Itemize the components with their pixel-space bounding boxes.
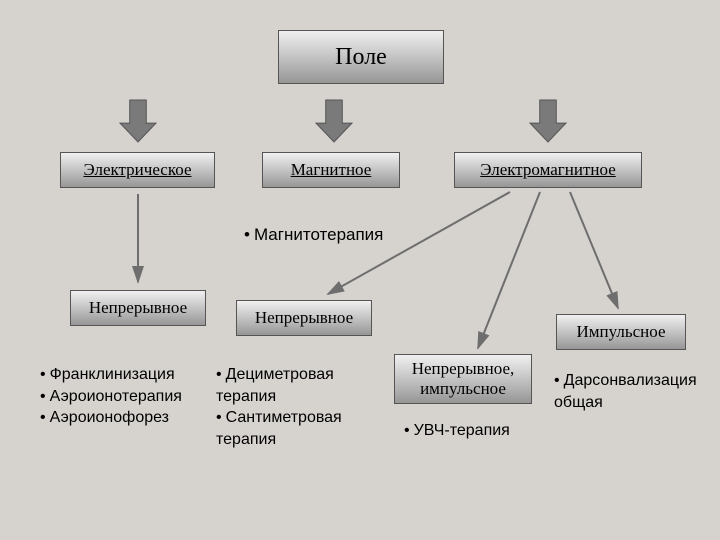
node-magnetic-label: Магнитное xyxy=(291,160,372,180)
node-electric: Электрическое xyxy=(60,152,215,188)
list-item: УВЧ-терапия xyxy=(404,420,554,442)
node-em-cont-imp-label: Непрерывное, импульсное xyxy=(395,359,531,399)
node-electromagnetic: Электромагнитное xyxy=(454,152,642,188)
magnetic-bullet-item: Магнитотерапия xyxy=(244,224,383,247)
list-item: Дециметровая терапия xyxy=(216,364,376,407)
list-em-cont-imp: УВЧ-терапия xyxy=(404,420,554,442)
node-root: Поле xyxy=(278,30,444,84)
list-elec: Франклинизация Аэроионотерапия Аэроионоф… xyxy=(40,364,210,429)
list-item: Сантиметровая терапия xyxy=(216,407,376,450)
list-item: Дарсонвализация общая xyxy=(554,370,714,413)
list-item: Аэроионофорез xyxy=(40,407,210,429)
magnetic-bullets: Магнитотерапия xyxy=(244,224,383,247)
list-em-pulse: Дарсонвализация общая xyxy=(554,370,714,413)
node-elec-continuous: Непрерывное xyxy=(70,290,206,326)
node-electric-label: Электрическое xyxy=(83,160,191,180)
list-em-continuous: Дециметровая терапия Сантиметровая терап… xyxy=(216,364,376,450)
node-em-pulse-label: Импульсное xyxy=(576,322,665,342)
node-em-continuous-label: Непрерывное xyxy=(255,308,353,328)
node-root-label: Поле xyxy=(335,44,387,71)
node-em-cont-imp: Непрерывное, импульсное xyxy=(394,354,532,404)
list-item: Франклинизация xyxy=(40,364,210,386)
node-em-label: Электромагнитное xyxy=(480,160,616,180)
node-em-continuous: Непрерывное xyxy=(236,300,372,336)
node-em-pulse: Импульсное xyxy=(556,314,686,350)
node-elec-continuous-label: Непрерывное xyxy=(89,298,187,318)
list-item: Аэроионотерапия xyxy=(40,386,210,408)
node-magnetic: Магнитное xyxy=(262,152,400,188)
diagram-stage: Поле Электрическое Магнитное Электромагн… xyxy=(0,0,720,540)
